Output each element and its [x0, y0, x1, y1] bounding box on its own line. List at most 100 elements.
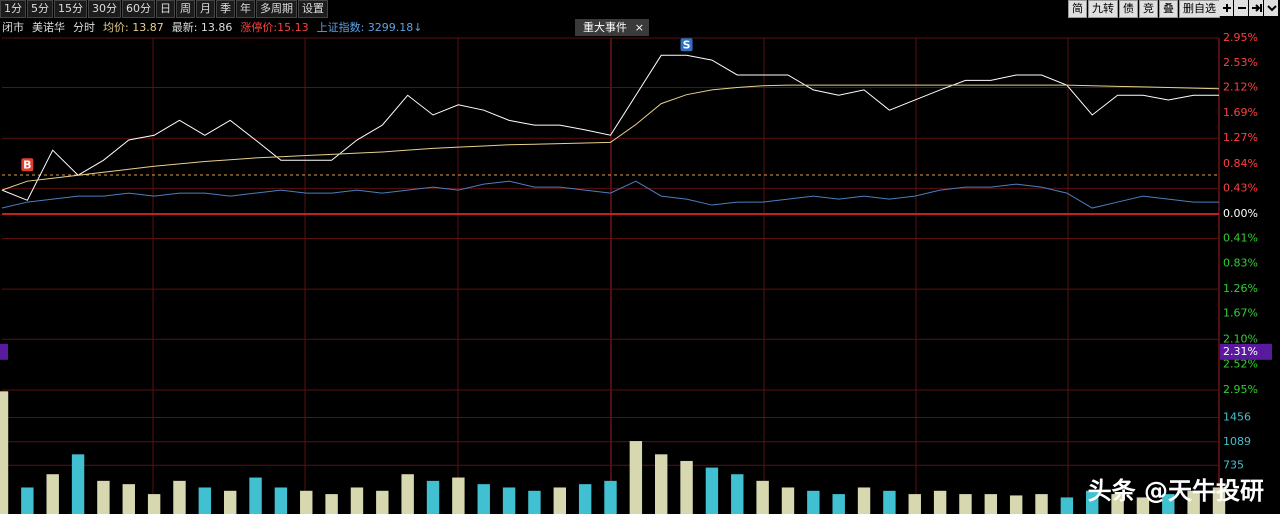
- volume-bar: [1111, 494, 1124, 514]
- period-button[interactable]: 1分: [0, 0, 26, 18]
- volume-bar: [46, 474, 59, 514]
- y-tick-label: 0.00%: [1223, 207, 1258, 220]
- volume-bar: [249, 477, 262, 514]
- volume-bar: [528, 490, 541, 514]
- volume-bar: [781, 487, 795, 514]
- period-button[interactable]: 季: [216, 0, 235, 18]
- y-tick-label: 2.10%: [1223, 332, 1258, 345]
- y-tick-label: 0.84%: [1223, 157, 1258, 170]
- cursor-label: 2.31%: [1223, 345, 1258, 358]
- price-line: [1, 180, 1219, 209]
- trade-marker: [21, 158, 34, 172]
- volume-bar: [1136, 497, 1150, 514]
- y-tick-label: 1456: [1223, 410, 1251, 423]
- status: 闭市: [2, 21, 24, 34]
- volume-bar: [756, 480, 769, 514]
- volume-bar: [1060, 497, 1074, 514]
- volume-bar: [857, 487, 871, 514]
- period-button[interactable]: 15分: [54, 0, 87, 18]
- volume-bar: [122, 484, 135, 514]
- period-button[interactable]: 日: [156, 0, 175, 18]
- tool-button[interactable]: 删自选: [1179, 0, 1220, 18]
- volume-bar: [1162, 494, 1175, 514]
- tool-button[interactable]: 简: [1068, 0, 1087, 18]
- volume-bar: [832, 494, 845, 514]
- volume-bar: [959, 494, 972, 514]
- tool-button[interactable]: 债: [1119, 0, 1138, 18]
- volume-bar: [71, 454, 85, 514]
- volume-bar: [883, 490, 896, 514]
- volume-bar: [376, 490, 389, 514]
- cursor-box: [1220, 343, 1272, 360]
- limit-up: 涨停价:15.13: [240, 21, 309, 34]
- latest-price: 最新: 13.86: [171, 21, 233, 34]
- icon-button[interactable]: [1249, 0, 1263, 16]
- volume-bar: [0, 391, 9, 514]
- period-button[interactable]: 年: [236, 0, 255, 18]
- y-tick-label: 2.12%: [1223, 81, 1258, 94]
- period-bar: 1分 5分 15分 30分 60分日周月季年多周期 设置: [0, 0, 328, 18]
- period-button[interactable]: 月: [196, 0, 215, 18]
- icon-button[interactable]: [1219, 0, 1233, 16]
- volume-bar: [1212, 487, 1226, 514]
- volume-bar: [578, 484, 592, 514]
- volume-bar: [1086, 490, 1099, 514]
- price-line: [1, 54, 1219, 201]
- volume-bar: [426, 480, 440, 514]
- y-tick-label: 1089: [1223, 435, 1251, 448]
- mode: 分时: [73, 21, 95, 34]
- index-quote: 上证指数: 3299.18↓: [316, 21, 423, 34]
- y-tick-label: 0.41%: [1223, 231, 1258, 244]
- watermark: 头条 @天牛投研: [1087, 477, 1264, 505]
- icon-button[interactable]: [1234, 0, 1248, 16]
- volume-bar: [477, 484, 490, 514]
- volume-bar: [731, 474, 744, 514]
- volume-bar: [173, 480, 186, 514]
- tab-label: 重大事件: [583, 21, 627, 34]
- volume-bar: [1009, 495, 1023, 514]
- volume-bar: [1035, 494, 1048, 514]
- volume-bar: [223, 490, 237, 514]
- volume-bar: [502, 487, 516, 514]
- tool-button[interactable]: 竞: [1139, 0, 1158, 18]
- period-button[interactable]: 多周期: [256, 0, 297, 18]
- volume-bar: [680, 460, 693, 514]
- icon-group: [1219, 0, 1278, 16]
- y-tick-label: 2.95%: [1223, 31, 1258, 44]
- y-tick-label: 1.26%: [1223, 282, 1258, 295]
- volume-bar: [807, 490, 820, 514]
- trade-marker-label: S: [683, 38, 691, 51]
- volume-bar: [553, 487, 567, 514]
- period-button[interactable]: 周: [176, 0, 195, 18]
- close-icon[interactable]: ×: [634, 21, 644, 34]
- event-tab[interactable]: 重大事件 ×: [575, 19, 649, 36]
- period-button[interactable]: 30分: [88, 0, 121, 18]
- trade-marker: [680, 38, 693, 52]
- period-button[interactable]: 设置: [298, 0, 328, 18]
- y-tick-label: 2.95%: [1223, 383, 1258, 396]
- stock-name: 美诺华: [32, 21, 65, 34]
- volume-bar: [654, 454, 668, 514]
- volume-bar: [401, 474, 414, 514]
- volume-bar: [984, 494, 998, 514]
- period-button[interactable]: 5分: [27, 0, 53, 18]
- y-tick-label: 0.83%: [1223, 257, 1258, 270]
- volume-bar: [933, 490, 947, 514]
- tool-bar: 简九转债竞叠删自选: [1068, 0, 1220, 18]
- avg-price: 均价: 13.87: [103, 21, 164, 34]
- volume-bar: [147, 494, 161, 514]
- volume-bar: [325, 494, 338, 514]
- price-line: [1, 84, 1220, 191]
- y-tick-label: 735: [1223, 458, 1244, 471]
- volume-bar: [452, 477, 465, 514]
- tool-button[interactable]: 叠: [1159, 0, 1178, 18]
- icon-button[interactable]: [1264, 0, 1278, 16]
- volume-bar: [908, 494, 921, 514]
- tool-button[interactable]: 九转: [1088, 0, 1118, 18]
- volume-bar: [300, 490, 313, 514]
- period-button[interactable]: 60分: [122, 0, 155, 18]
- volume-bar: [705, 467, 719, 514]
- y-tick-label: 2.53%: [1223, 56, 1258, 69]
- info-bar: 闭市 美诺华 分时 均价: 13.87 最新: 13.86 涨停价:15.13 …: [2, 19, 423, 37]
